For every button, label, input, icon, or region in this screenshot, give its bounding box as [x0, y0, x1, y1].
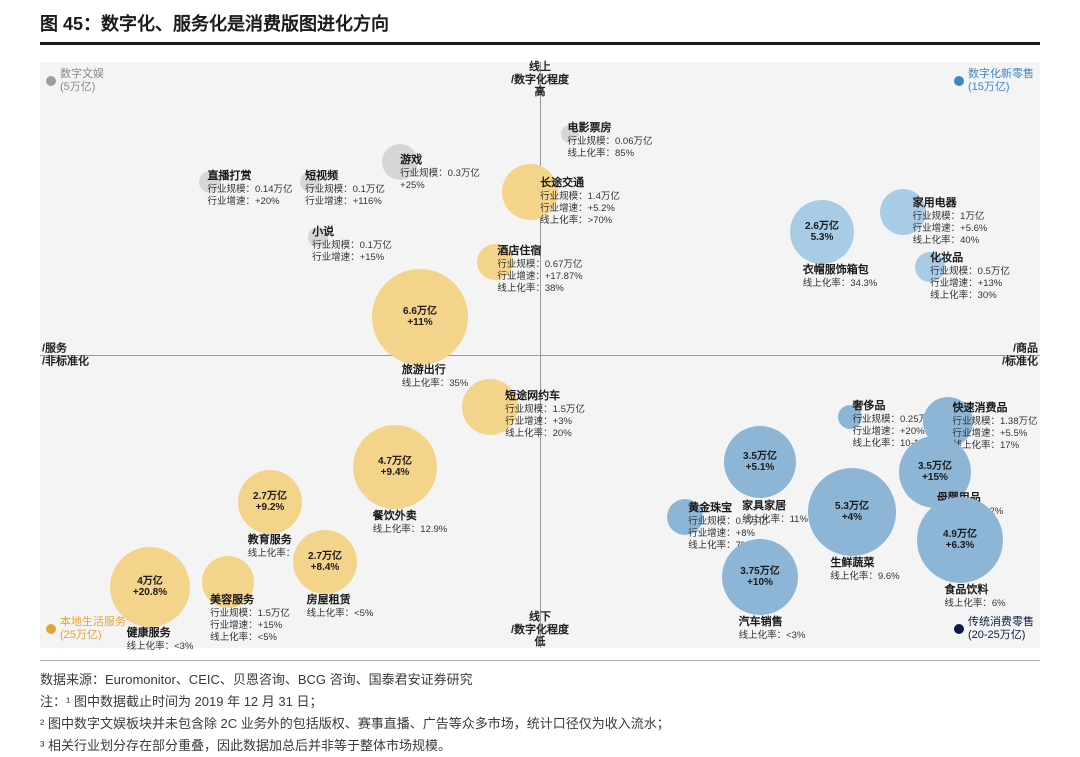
bubble-label-transport: 长途交通行业规模：1.4万亿行业增速：+5.2%线上化率：>70% [540, 177, 620, 226]
bubble-travel: 6.6万亿+11% [372, 269, 468, 365]
figure-title: 图 45：数字化、服务化是消费版图进化方向 [40, 10, 1040, 45]
bubble-edu: 2.7万亿+9.2% [238, 470, 302, 534]
bubble-fresh: 5.3万亿+4% [808, 468, 896, 556]
bubble-quadrant-chart: 线上/数字化程度高 线下/数字化程度低 /服务/非标准化 /商品/标准化 数字文… [40, 62, 1040, 648]
bubble-health: 4万亿+20.8% [110, 547, 190, 627]
bubble-label-short: 短视频行业规模：0.1万亿行业增速：+116% [305, 170, 385, 208]
axis-label-right: /商品/标准化 [1002, 342, 1038, 367]
bubble-apparel: 2.6万亿5.3% [790, 200, 854, 264]
legend-local-services: 本地生活服务(25万亿) [46, 616, 126, 642]
axis-label-left: /服务/非标准化 [42, 342, 89, 367]
bubble-label-cosmetic: 化妆品行业规模：0.5万亿行业增速：+13%线上化率：30% [930, 252, 1010, 301]
bubble-label-ridehail: 短途网约车行业规模：1.5万亿行业增速：+3%线上化率：20% [505, 390, 585, 439]
y-axis [540, 62, 541, 648]
bubble-label-fooddrink: 食品饮料线上化率：6% [944, 584, 1005, 610]
legend-dot-icon [46, 76, 56, 86]
axis-label-bottom: 线下/数字化程度低 [511, 611, 569, 649]
legend-new-retail: 数字化新零售(15万亿) [954, 68, 1034, 94]
bubble-label-game: 游戏行业规模：0.3万亿+25% [400, 154, 480, 192]
legend-dot-icon [954, 76, 964, 86]
data-source: 数据来源：Euromonitor、CEIC、贝恩咨询、BCG 咨询、国泰君安证券… [40, 669, 1040, 691]
legend-digital-entertainment: 数字文娱(5万亿) [46, 68, 104, 94]
legend-dot-icon [954, 624, 964, 634]
bubble-label-appliance: 家用电器行业规模：1万亿行业增速：+5.6%线上化率：40% [913, 197, 988, 246]
footnote-2: ² 图中数字文娱板块并未包含除 2C 业务外的包括版权、赛事直播、广告等众多市场… [40, 713, 1040, 735]
bubble-label-live: 直播打赏行业规模：0.14万亿行业增速：+20% [208, 170, 293, 208]
bubble-label-health: 健康服务线上化率：<3% [127, 627, 194, 653]
bubble-food: 4.7万亿+9.4% [353, 425, 437, 509]
bubble-label-fresh: 生鲜蔬菜线上化率：9.6% [830, 557, 899, 583]
legend-dot-icon [46, 624, 56, 634]
axis-label-top: 线上/数字化程度高 [511, 61, 569, 99]
bubble-label-fmcg: 快速消费品行业规模：1.38万亿行业增速：+5.5%线上化率：17% [953, 402, 1038, 451]
bubble-label-movie: 电影票房行业规模：0.06万亿线上化率：85% [568, 122, 653, 160]
bubble-label-hotel: 酒店住宿行业规模：0.67万亿行业增速：+17.87%线上化率：38% [497, 245, 582, 294]
footnote-3: ³ 相关行业划分存在部分重叠，因此数据加总后并非等于整体市场规模。 [40, 735, 1040, 757]
bubble-label-beauty: 美容服务行业规模：1.5万亿行业增速：+15%线上化率：<5% [210, 594, 290, 643]
bubble-label-auto: 汽车销售线上化率：<3% [739, 616, 806, 642]
bubble-label-travel: 旅游出行线上化率：35% [402, 364, 469, 390]
bubble-furniture: 3.5万亿+5.1% [724, 426, 796, 498]
bubble-fooddrink: 4.9万亿+6.3% [917, 497, 1003, 583]
bubble-rent: 2.7万亿+8.4% [293, 530, 357, 594]
bubble-auto: 3.75万亿+10% [722, 539, 798, 615]
bubble-label-apparel: 衣帽服饰箱包线上化率：34.3% [803, 264, 877, 290]
footnote-1: 注：¹ 图中数据截止时间为 2019 年 12 月 31 日； [40, 691, 1040, 713]
footnotes: 数据来源：Euromonitor、CEIC、贝恩咨询、BCG 咨询、国泰君安证券… [40, 660, 1040, 757]
legend-traditional-retail: 传统消费零售(20-25万亿) [954, 616, 1034, 642]
bubble-label-food: 餐饮外卖线上化率：12.9% [373, 510, 447, 536]
bubble-label-rent: 房屋租赁线上化率：<5% [307, 594, 374, 620]
bubble-label-novel: 小说行业规模：0.1万亿行业增速：+15% [312, 226, 392, 264]
